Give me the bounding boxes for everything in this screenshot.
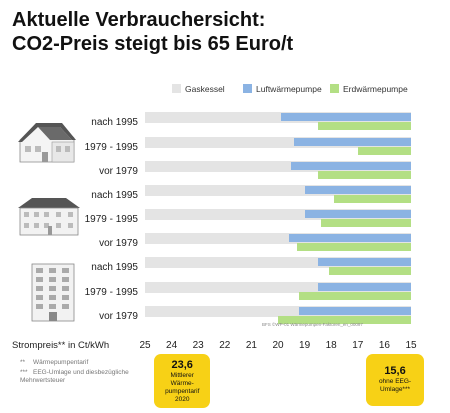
luftwaermepumpe-bar (304, 186, 411, 194)
callout-ohne-eeg-umlage-line-1: ohne EEG- (378, 378, 412, 385)
footnote-1-marker: ** (20, 359, 26, 366)
row-label: 1979 - 1995 (84, 287, 138, 298)
erdwaermepumpe-bar (296, 243, 411, 251)
x-axis-title: Strompreis** in Ct/kWh (12, 340, 110, 351)
x-tick-label: 18 (325, 340, 337, 351)
x-tick-label: 23 (192, 340, 204, 351)
callout-mittlerer-tarif-value: 23,6 (171, 359, 193, 371)
x-tick-label: 21 (245, 340, 257, 351)
row-label: 1979 - 1995 (84, 214, 138, 225)
callout-mittlerer-tarif-line-4: 2020 (175, 396, 190, 403)
footnote-1-text: Wärmepumpentarif (33, 359, 89, 366)
gaskessel-bar (145, 233, 411, 244)
callout-ohne-eeg-umlage-value: 15,6 (384, 365, 406, 377)
row-label: vor 1979 (99, 311, 138, 322)
x-tick-label: 16 (378, 340, 390, 351)
callout-mittlerer-tarif: 23,6 Mittlerer Wärme- pumpentarif 2020 (154, 354, 211, 408)
legend-swatch-luftwaermepumpe (243, 84, 252, 93)
x-tick-label: 20 (272, 340, 284, 351)
apartment-house-icon (18, 198, 80, 236)
erdwaermepumpe-bar (278, 316, 411, 324)
luftwaermepumpe-bar (288, 234, 411, 242)
callout-mittlerer-tarif-line-2: Wärme- (170, 380, 194, 387)
gaskessel-bar (145, 161, 411, 172)
row-label: nach 1995 (91, 117, 138, 128)
luftwaermepumpe-bar (299, 307, 411, 315)
row-label: vor 1979 (99, 238, 138, 249)
luftwaermepumpe-bar (304, 210, 411, 218)
gaskessel-bar (145, 209, 411, 220)
legend: Gaskessel Luftwärmepumpe Erdwärmepumpe (0, 83, 450, 95)
footnote-1: ** Wärmepumpentarif (20, 359, 88, 367)
legend-item-gaskessel: Gaskessel (172, 83, 225, 95)
x-tick-label: 24 (166, 340, 178, 351)
luftwaermepumpe-bar (317, 258, 411, 266)
luftwaermepumpe-bar (293, 138, 411, 146)
legend-item-luftwaermepumpe: Luftwärmepumpe (243, 83, 322, 95)
row-label: vor 1979 (99, 166, 138, 177)
x-tick-label: 19 (299, 340, 311, 351)
legend-item-erdwaermepumpe: Erdwärmepumpe (330, 83, 408, 95)
callout-mittlerer-tarif-line-1: Mittlerer (170, 372, 194, 379)
gaskessel-bar (145, 282, 411, 293)
single-family-house-icon (18, 123, 76, 163)
x-tick-label: 25 (139, 340, 151, 351)
callout-ohne-eeg-umlage-line-2: Umlage*** (380, 386, 411, 393)
row-label: nach 1995 (91, 262, 138, 273)
erdwaermepumpe-bar (299, 292, 411, 300)
gaskessel-bar (145, 257, 411, 268)
row-label: nach 1995 (91, 190, 138, 201)
callout-ohne-eeg-umlage: 15,6 ohne EEG- Umlage*** (366, 354, 425, 406)
luftwaermepumpe-bar (280, 113, 411, 121)
legend-label-gaskessel: Gaskessel (185, 84, 225, 94)
gaskessel-bar (145, 137, 411, 148)
erdwaermepumpe-bar (357, 147, 411, 155)
legend-label-luftwaermepumpe: Luftwärmepumpe (256, 84, 322, 94)
footnote-2-text: EEG-Umlage und diesbezügliche Mehrwertst… (20, 369, 129, 384)
luftwaermepumpe-bar (291, 162, 411, 170)
erdwaermepumpe-bar (333, 195, 411, 203)
gaskessel-bar (145, 306, 411, 317)
chart-title: Aktuelle Verbrauchersicht: CO2-Preis ste… (12, 8, 293, 56)
footnote-2-marker: *** (20, 369, 28, 376)
legend-label-erdwaermepumpe: Erdwärmepumpe (343, 84, 408, 94)
luftwaermepumpe-bar (317, 283, 411, 291)
legend-swatch-erdwaermepumpe (330, 84, 339, 93)
erdwaermepumpe-bar (328, 267, 411, 275)
erdwaermepumpe-bar (320, 219, 411, 227)
high-rise-building-icon (31, 263, 75, 322)
x-tick-label: 22 (219, 340, 231, 351)
legend-swatch-gaskessel (172, 84, 181, 93)
footnote-2: *** EEG-Umlage und diesbezügliche Mehrwer… (20, 369, 150, 385)
source-credit: BFS ©WP-01 Wärmepumpen-Faktoren_en_00097 (262, 322, 363, 327)
title-line-2: CO2-Preis steigt bis 65 Euro/t (12, 33, 294, 55)
erdwaermepumpe-bar (317, 122, 411, 130)
gaskessel-bar (145, 112, 411, 123)
x-tick-label: 17 (352, 340, 364, 351)
gaskessel-bar (145, 185, 411, 196)
erdwaermepumpe-bar (317, 171, 411, 179)
row-label: 1979 - 1995 (84, 142, 138, 153)
callout-mittlerer-tarif-line-3: pumpentarif (165, 388, 200, 395)
x-tick-label: 15 (405, 340, 417, 351)
title-line-1: Aktuelle Verbrauchersicht: (12, 9, 266, 31)
